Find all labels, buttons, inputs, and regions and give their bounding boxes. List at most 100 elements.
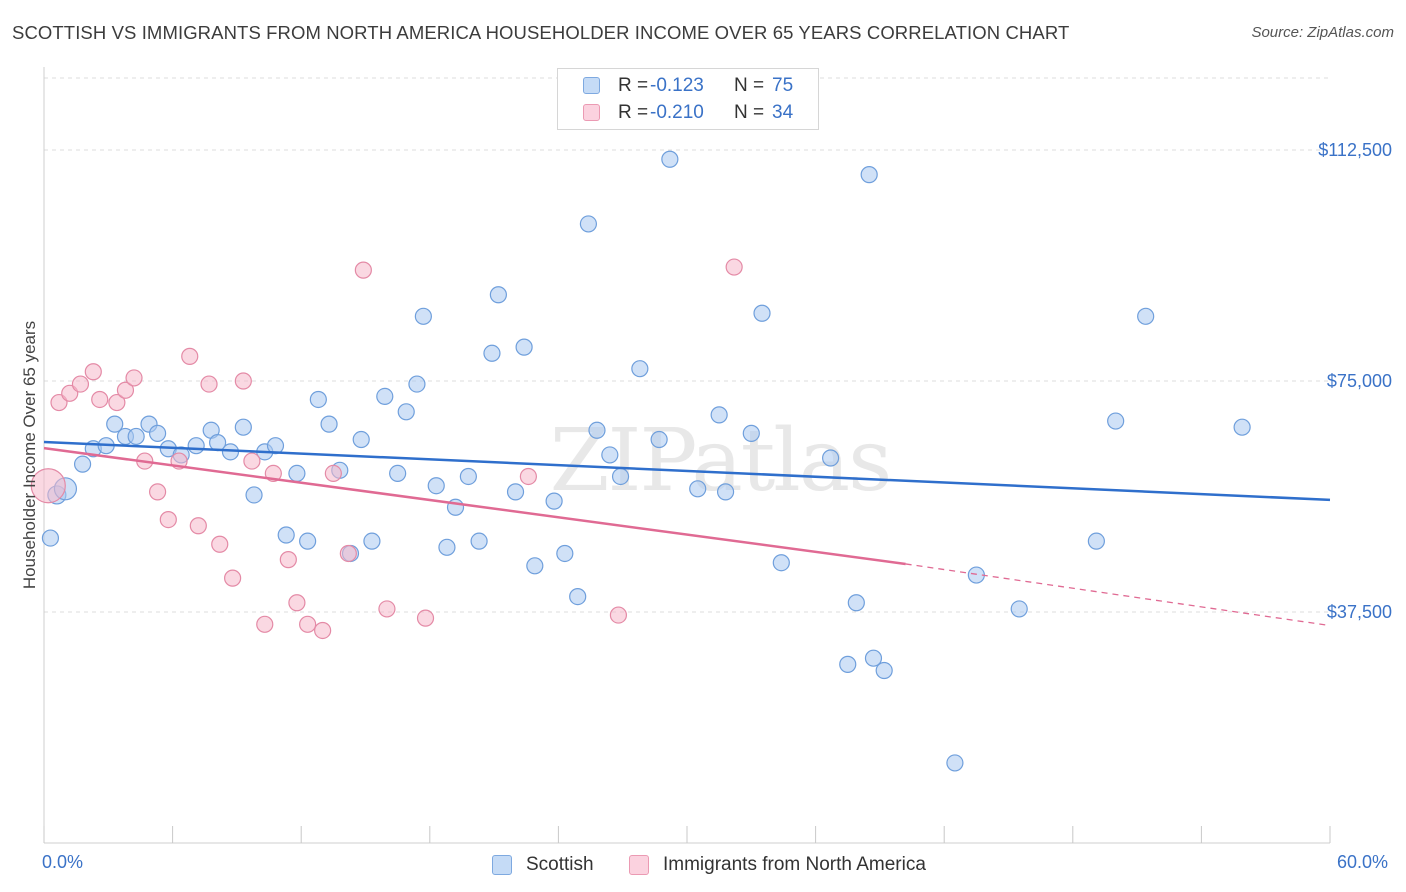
scottish-point bbox=[41, 529, 60, 547]
y-tick-label: $112,500 bbox=[1318, 140, 1392, 160]
axes bbox=[43, 67, 1331, 844]
chart-source: Source: ZipAtlas.com bbox=[1251, 24, 1394, 41]
immigrants-point bbox=[299, 615, 317, 633]
scottish-point bbox=[611, 467, 630, 486]
scottish-point bbox=[320, 415, 338, 433]
immigrants-point bbox=[71, 375, 90, 393]
n-value: 34 bbox=[772, 102, 794, 123]
scottish-point bbox=[397, 403, 415, 421]
immigrants-point bbox=[519, 467, 537, 486]
immigrants-point bbox=[116, 381, 135, 399]
legend-label-immigrants: Immigrants from North America bbox=[663, 854, 926, 875]
immigrants-point bbox=[189, 517, 207, 535]
r-label: R = bbox=[618, 75, 649, 96]
immigrants-point bbox=[148, 483, 167, 501]
legend-swatch-scottish bbox=[583, 77, 600, 94]
scottish-point bbox=[556, 544, 574, 563]
immigrants-point bbox=[256, 615, 274, 633]
scottish-point bbox=[376, 387, 394, 405]
y-tick-label: $37,500 bbox=[1327, 602, 1392, 622]
scottish-point bbox=[716, 483, 735, 501]
scottish-point bbox=[601, 446, 619, 464]
legend-swatch-scottish bbox=[492, 855, 512, 875]
scottish-point bbox=[352, 430, 370, 449]
scottish-point bbox=[506, 483, 525, 501]
immigrants-point bbox=[234, 372, 252, 390]
scottish-point bbox=[946, 754, 964, 772]
scottish-point bbox=[875, 661, 893, 680]
scottish-point bbox=[277, 526, 295, 544]
immigrants-point bbox=[91, 390, 109, 409]
scottish-point bbox=[489, 286, 507, 304]
scottish-point bbox=[753, 304, 771, 322]
series-legend: Scottish Immigrants from North America bbox=[0, 852, 1406, 878]
immigrants-point bbox=[725, 258, 743, 276]
immigrants-point bbox=[84, 363, 102, 381]
legend-swatch-immigrants bbox=[629, 855, 649, 875]
immigrants-point bbox=[416, 609, 435, 627]
scottish-point bbox=[526, 557, 544, 575]
scottish-point bbox=[309, 390, 327, 409]
scottish-point bbox=[1137, 307, 1155, 325]
immigrants-point bbox=[279, 551, 297, 569]
n-value: 75 bbox=[772, 75, 794, 96]
scottish-point bbox=[427, 477, 445, 495]
scottish-point bbox=[689, 480, 707, 498]
scottish-point bbox=[822, 449, 840, 467]
scottish-point bbox=[459, 467, 477, 486]
chart-title: SCOTTISH VS IMMIGRANTS FROM NORTH AMERIC… bbox=[12, 22, 1070, 43]
immigrants-point bbox=[324, 464, 342, 482]
scottish-point bbox=[1087, 532, 1105, 550]
scottish-point bbox=[631, 360, 649, 378]
scottish-point bbox=[414, 307, 432, 325]
immigrants-trend-line bbox=[43, 446, 906, 566]
immigrants-point bbox=[609, 606, 628, 624]
immigrants-point bbox=[200, 375, 218, 393]
immigrants-trend-extension bbox=[905, 563, 1331, 627]
y-tick-label: $75,000 bbox=[1327, 371, 1392, 391]
y-tick-labels: $37,500$75,000$112,500$150,000 bbox=[1318, 140, 1392, 622]
scottish-point bbox=[860, 166, 878, 184]
scottish-point bbox=[661, 150, 679, 168]
scottish-point bbox=[127, 427, 145, 446]
immigrants-point bbox=[30, 468, 66, 504]
y-axis-label: Householder Income Over 65 years bbox=[20, 320, 39, 590]
scottish-point bbox=[650, 430, 668, 449]
scottish-point bbox=[710, 406, 728, 424]
immigrants-point bbox=[224, 569, 242, 587]
scottish-point bbox=[839, 655, 857, 673]
scottish-point bbox=[1233, 418, 1251, 436]
n-label: N = bbox=[734, 75, 765, 96]
scottish-point bbox=[408, 375, 426, 393]
legend-label-scottish: Scottish bbox=[526, 854, 594, 875]
scottish-point bbox=[266, 437, 285, 455]
immigrants-point bbox=[125, 369, 143, 387]
immigrants-point bbox=[159, 510, 177, 529]
scottish-point bbox=[73, 455, 92, 473]
scottish-point bbox=[569, 587, 587, 606]
r-value: -0.123 bbox=[650, 75, 704, 96]
scottish-point bbox=[864, 649, 883, 667]
trend-layer bbox=[43, 440, 1331, 627]
scottish-point bbox=[742, 424, 760, 442]
scottish-point bbox=[363, 532, 381, 550]
scottish-point bbox=[579, 215, 598, 233]
immigrants-point bbox=[288, 594, 306, 612]
scottish-trend-line bbox=[43, 440, 1331, 502]
x-tick-label-max: 60.0% bbox=[1337, 852, 1389, 872]
scottish-point bbox=[288, 464, 306, 482]
scottish-point bbox=[470, 532, 488, 550]
scottish-point bbox=[588, 421, 606, 439]
scottish-point bbox=[245, 486, 263, 504]
r-value: -0.210 bbox=[650, 102, 704, 123]
scottish-point bbox=[1107, 412, 1125, 430]
correlation-legend: R = -0.123 N = 75 R = -0.210 N = 34 bbox=[557, 68, 819, 130]
scottish-point bbox=[187, 437, 205, 455]
scottish-point bbox=[106, 415, 124, 433]
n-label: N = bbox=[734, 102, 765, 123]
immigrants-point bbox=[211, 535, 229, 553]
immigrants-point bbox=[108, 393, 126, 412]
immigrants-point bbox=[339, 544, 357, 563]
scottish-point bbox=[234, 418, 252, 436]
